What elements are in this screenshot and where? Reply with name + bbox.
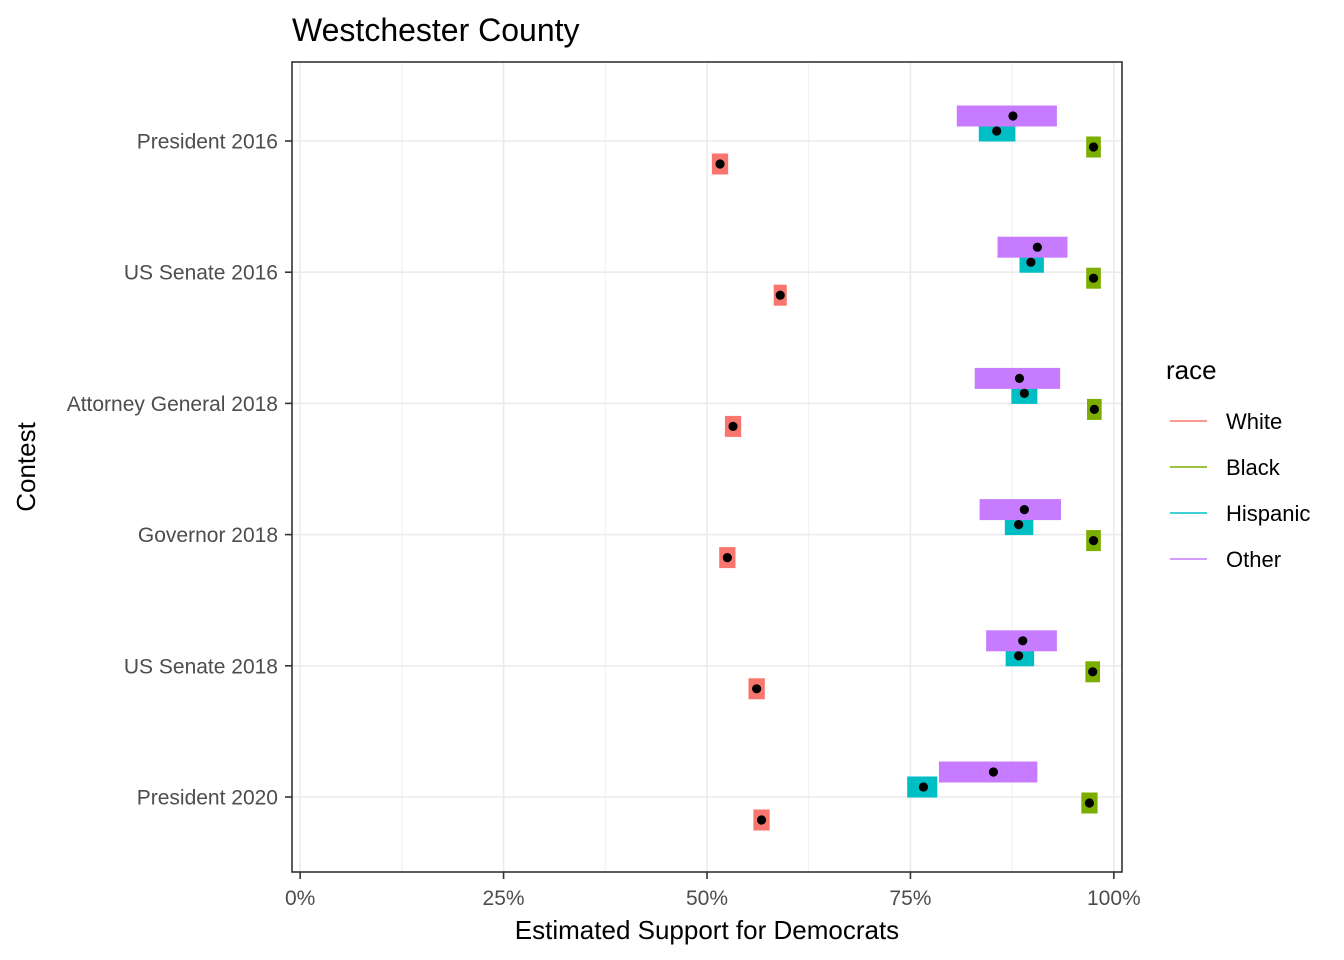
legend-title: race — [1166, 355, 1217, 385]
y-tick-label: President 2020 — [137, 787, 278, 810]
y-tick-label: US Senate 2018 — [124, 655, 278, 678]
estimate-point-hispanic — [1014, 520, 1024, 530]
estimate-point-white — [728, 421, 738, 431]
estimate-point-other — [1008, 111, 1018, 121]
gridlines — [292, 62, 1122, 872]
estimate-point-black — [1089, 404, 1099, 414]
chart-title: Westchester County — [292, 12, 580, 48]
estimate-point-black — [1088, 536, 1099, 546]
estimate-point-black — [1084, 798, 1095, 808]
legend-label-black: Black — [1226, 455, 1281, 480]
y-tick-label: US Senate 2016 — [124, 262, 278, 285]
y-tick-label: President 2016 — [137, 131, 278, 154]
estimate-point-black — [1088, 667, 1098, 677]
estimate-point-other — [1014, 373, 1025, 383]
estimate-point-white — [775, 290, 785, 300]
legend-label-other: Other — [1226, 547, 1281, 572]
legend-label-white: White — [1226, 409, 1282, 434]
estimate-point-white — [752, 684, 762, 694]
legend-label-hispanic: Hispanic — [1226, 501, 1310, 526]
x-tick-label: 50% — [686, 887, 728, 910]
estimate-point-other — [988, 767, 999, 777]
estimate-point-hispanic — [1026, 257, 1036, 267]
y-axis: President 2016 US Senate 2016 Attorney Gen… — [67, 131, 292, 810]
y-tick-label: Attorney General 2018 — [67, 393, 278, 416]
interval-bar-other — [956, 105, 1057, 127]
estimate-point-white — [756, 815, 767, 825]
estimate-point-other — [1032, 242, 1042, 252]
estimate-point-black — [1088, 273, 1099, 283]
estimate-point-other — [1018, 636, 1028, 646]
y-tick-label: Governor 2018 — [138, 524, 278, 547]
estimate-point-black — [1088, 142, 1099, 152]
chart-marks — [711, 105, 1102, 831]
x-tick-label: 100% — [1087, 887, 1141, 910]
x-tick-label: 25% — [483, 887, 525, 910]
x-tick-label: 0% — [285, 887, 315, 910]
estimate-point-white — [722, 553, 732, 563]
x-axis: 0% 25% 50% 75% 100% — [285, 872, 1141, 910]
interval-bar-other — [997, 236, 1068, 258]
y-axis-title: Contest — [11, 421, 41, 511]
legend: race White Black Hispanic Other — [1166, 355, 1310, 572]
estimate-point-hispanic — [1014, 651, 1024, 661]
estimate-point-white — [715, 159, 725, 169]
estimate-point-hispanic — [992, 126, 1002, 136]
x-tick-label: 75% — [889, 887, 931, 910]
x-axis-title: Estimated Support for Democrats — [515, 915, 899, 945]
estimate-point-hispanic — [918, 782, 929, 792]
estimate-point-hispanic — [1019, 388, 1029, 398]
estimate-point-other — [1019, 505, 1029, 515]
interval-bar-other — [938, 761, 1038, 783]
